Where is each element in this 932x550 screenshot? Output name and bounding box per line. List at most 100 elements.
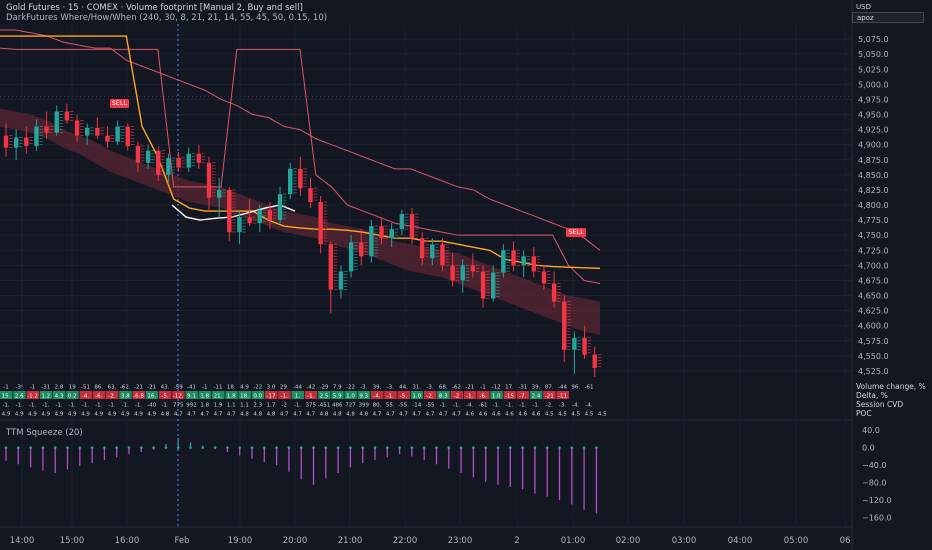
candle-body bbox=[34, 126, 39, 146]
indicator-legend[interactable]: DarkFutures Where/How/When (240, 30, 8, … bbox=[6, 13, 328, 23]
price-axis-bg bbox=[852, 0, 932, 550]
squeeze-dot bbox=[349, 446, 352, 449]
footprint-cell: 4.7 bbox=[227, 412, 236, 418]
footprint-cell: 2.5 bbox=[320, 394, 329, 400]
squeeze-dot bbox=[90, 446, 94, 449]
candle-body bbox=[531, 256, 536, 272]
squeeze-dot bbox=[459, 446, 463, 449]
delta-cell bbox=[371, 391, 384, 399]
squeeze-dot bbox=[435, 446, 438, 449]
delta-cell bbox=[185, 391, 198, 399]
delta-cell bbox=[106, 391, 119, 399]
price-tick-label: 4,950.0 bbox=[858, 111, 889, 120]
price-tick-label: 4,850.0 bbox=[858, 171, 889, 180]
delta-cell bbox=[463, 391, 477, 399]
price-tick-label: 4,625.0 bbox=[858, 307, 889, 316]
candle-body bbox=[156, 150, 161, 175]
squeeze-dot bbox=[324, 446, 328, 449]
candle-body bbox=[430, 244, 435, 259]
time-tick-label: 22:00 bbox=[393, 536, 418, 546]
footprint-cell: 4.7 bbox=[306, 412, 315, 418]
squeeze-dot bbox=[545, 446, 549, 449]
footprint-cell: 4.6 bbox=[492, 412, 501, 418]
footprint-cell: -2 bbox=[454, 394, 459, 400]
footprint-cell: -1. bbox=[453, 403, 460, 409]
candle-body bbox=[572, 337, 577, 350]
footprint-cell: -1. bbox=[532, 403, 539, 409]
overlay-lines bbox=[0, 29, 601, 284]
squeeze-title[interactable]: TTM Squeeze (20) bbox=[6, 428, 83, 438]
candle-body bbox=[13, 137, 19, 148]
delta-cell bbox=[556, 391, 569, 399]
time-tick-label: 20:00 bbox=[283, 536, 308, 546]
candle-body bbox=[440, 244, 445, 266]
footprint-cell: 2.4 bbox=[532, 394, 541, 400]
squeeze-dot bbox=[176, 446, 180, 449]
squeeze-dot bbox=[250, 446, 254, 449]
footprint-cell: -1. bbox=[307, 394, 314, 400]
delta-cell bbox=[265, 391, 278, 399]
squeeze-dot bbox=[53, 446, 57, 449]
candle-body bbox=[105, 135, 110, 142]
footprint-cell: 4.7 bbox=[187, 412, 196, 418]
squeeze-dot bbox=[472, 446, 475, 449]
footprint-cell: -2 bbox=[282, 403, 287, 409]
candle-body bbox=[227, 189, 232, 233]
footprint-cell: -41 bbox=[187, 385, 196, 391]
delta-cell bbox=[516, 391, 530, 399]
squeeze-dot bbox=[66, 446, 69, 449]
delta-cell bbox=[92, 391, 106, 399]
footprint-cell: -1. bbox=[519, 403, 526, 409]
footprint-cell: 4.7 bbox=[174, 412, 183, 418]
price-tick-label: 4,825.0 bbox=[858, 186, 889, 195]
candle-body bbox=[64, 111, 70, 121]
footprint-cell: 4.7 bbox=[200, 412, 209, 418]
footprint-cell: -21 bbox=[465, 385, 474, 391]
squeeze-dot bbox=[484, 446, 488, 449]
footprint-cell: 4.6 bbox=[505, 412, 514, 418]
footprint-cell: -11 bbox=[214, 385, 223, 391]
footprint-cell: 4.9 bbox=[15, 412, 24, 418]
squeeze-dot bbox=[127, 446, 131, 449]
footprint-cell: -2. bbox=[108, 394, 115, 400]
footprint-cell: 18. bbox=[227, 385, 236, 391]
footprint-cell: 4.5 bbox=[598, 412, 607, 418]
footprint-cell: -21 bbox=[147, 385, 156, 391]
footprint-cell: -1 bbox=[30, 385, 35, 391]
footprint-cell: 2.3 bbox=[253, 403, 262, 409]
footprint-cell: 4.8 bbox=[320, 412, 329, 418]
candle-body bbox=[267, 209, 273, 221]
footprint-cell: -1. bbox=[493, 403, 500, 409]
footprint-cell: -1. bbox=[440, 403, 447, 409]
squeeze-dot bbox=[386, 446, 389, 449]
footprint-cell: 4.8 bbox=[346, 412, 355, 418]
time-tick-label: 21:00 bbox=[338, 536, 363, 546]
footprint-cell: 4.7 bbox=[214, 412, 223, 418]
candle-body bbox=[562, 301, 567, 350]
footprint-cell: 4.3 bbox=[55, 394, 64, 400]
footprint-cell: 4.7 bbox=[386, 412, 395, 418]
delta-cell bbox=[397, 391, 410, 399]
footprint-cell: 1.0 bbox=[412, 394, 421, 400]
ttm-squeeze-bars bbox=[4, 438, 598, 514]
time-tick-label: 15:00 bbox=[60, 536, 85, 546]
candle-body bbox=[135, 145, 141, 163]
currency-label[interactable]: USD bbox=[856, 3, 871, 11]
footprint-row-label: Delta, % bbox=[856, 391, 888, 400]
footprint-cell: 4.5 bbox=[571, 412, 580, 418]
squeeze-dot bbox=[263, 446, 266, 449]
footprint-cell: 4.8 bbox=[240, 412, 249, 418]
footprint-cell: -55. bbox=[398, 403, 409, 409]
squeeze-dot bbox=[115, 446, 118, 449]
squeeze-dot bbox=[496, 446, 500, 449]
footprint-cell: 21. bbox=[214, 394, 223, 400]
squeeze-dot bbox=[509, 446, 512, 449]
squeeze-dot bbox=[361, 446, 365, 449]
footprint-row-label: Volume change, % bbox=[856, 382, 926, 391]
candle-body bbox=[247, 217, 252, 224]
delta-cell bbox=[238, 391, 251, 399]
delta-cell bbox=[13, 391, 26, 399]
candle-body bbox=[450, 265, 455, 281]
footprint-cell: -21 bbox=[134, 385, 143, 391]
